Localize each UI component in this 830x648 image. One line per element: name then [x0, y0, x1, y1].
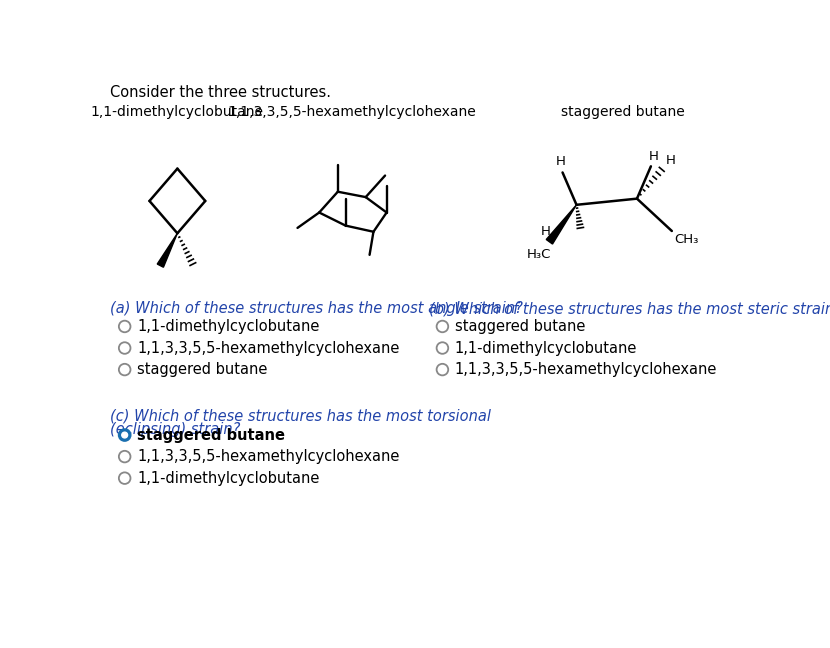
Text: H: H: [666, 154, 676, 167]
Circle shape: [122, 432, 128, 438]
Polygon shape: [157, 233, 178, 267]
Text: 1,1,3,3,5,5-hexamethylcyclohexane: 1,1,3,3,5,5-hexamethylcyclohexane: [137, 341, 399, 356]
Text: staggered butane: staggered butane: [561, 105, 685, 119]
Text: 1,1-dimethylcyclobutane: 1,1-dimethylcyclobutane: [137, 470, 320, 485]
Text: H₃C: H₃C: [526, 248, 551, 261]
Text: 1,1,3,3,5,5-hexamethylcyclohexane: 1,1,3,3,5,5-hexamethylcyclohexane: [455, 362, 717, 377]
Text: H: H: [649, 150, 659, 163]
Text: 1,1,3,3,5,5-hexamethylcyclohexane: 1,1,3,3,5,5-hexamethylcyclohexane: [137, 449, 399, 464]
Circle shape: [119, 429, 130, 441]
Text: (a) Which of these structures has the most angle strain?: (a) Which of these structures has the mo…: [110, 301, 523, 316]
Text: (c) Which of these structures has the most torsional: (c) Which of these structures has the mo…: [110, 409, 491, 424]
Text: staggered butane: staggered butane: [455, 319, 585, 334]
Text: H: H: [541, 225, 551, 238]
Text: staggered butane: staggered butane: [137, 428, 285, 443]
Text: 1,1-dimethylcyclobutane: 1,1-dimethylcyclobutane: [90, 105, 264, 119]
Text: 1,1-dimethylcyclobutane: 1,1-dimethylcyclobutane: [455, 341, 637, 356]
Text: Consider the three structures.: Consider the three structures.: [110, 86, 331, 100]
Text: 1,1,3,3,5,5-hexamethylcyclohexane: 1,1,3,3,5,5-hexamethylcyclohexane: [227, 105, 476, 119]
Text: (eclipsing) strain?: (eclipsing) strain?: [110, 422, 241, 437]
Text: staggered butane: staggered butane: [137, 362, 267, 377]
Text: (b) Which of these structures has the most steric strain?: (b) Which of these structures has the mo…: [429, 301, 830, 316]
Text: H: H: [556, 155, 566, 168]
Text: CH₃: CH₃: [674, 233, 699, 246]
Text: 1,1-dimethylcyclobutane: 1,1-dimethylcyclobutane: [137, 319, 320, 334]
Polygon shape: [546, 205, 577, 244]
